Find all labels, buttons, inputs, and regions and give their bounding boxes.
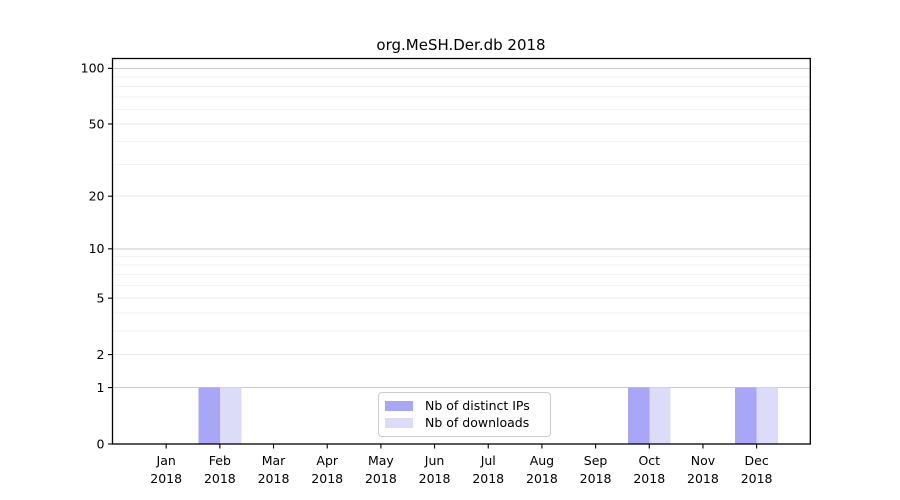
- x-tick-label-year-oct: 2018: [633, 471, 665, 486]
- plot-frame: [111, 57, 811, 445]
- y-tick-label-10: 10: [89, 241, 105, 256]
- x-tick-label-month-jul: Jul: [480, 453, 496, 468]
- legend-item-distinct-ips: Nb of distinct IPs: [385, 398, 541, 413]
- y-tick-label-2: 2: [97, 347, 105, 362]
- x-tick-label-year-nov: 2018: [687, 471, 719, 486]
- y-tick-label-1: 1: [97, 380, 105, 395]
- x-tick-label-month-mar: Mar: [262, 453, 286, 468]
- x-tick-label-month-apr: Apr: [316, 453, 338, 468]
- bar-oct-downloads: [649, 387, 671, 444]
- bar-dec-downloads: [756, 387, 779, 444]
- legend-swatch-downloads-icon: [385, 417, 413, 428]
- legend-item-downloads: Nb of downloads: [385, 414, 541, 430]
- x-tick-label-month-dec: Dec: [745, 453, 769, 468]
- x-tick-label-month-sep: Sep: [584, 453, 608, 468]
- legend-label-downloads: Nb of downloads: [425, 414, 530, 430]
- chart-title: org.MeSH.Der.db 2018: [376, 36, 546, 54]
- x-tick-label-month-oct: Oct: [638, 453, 660, 468]
- bar-feb-downloads: [219, 387, 242, 444]
- bar-feb-distinct-ips: [198, 387, 220, 444]
- x-tick-label-year-aug: 2018: [526, 471, 558, 486]
- x-tick-label-year-jan: 2018: [150, 471, 182, 486]
- x-tick-label-month-jan: Jan: [156, 453, 176, 468]
- y-tick-label-5: 5: [97, 290, 105, 305]
- x-tick-label-month-nov: Nov: [691, 453, 716, 468]
- x-tick-label-year-feb: 2018: [204, 471, 236, 486]
- bar-oct-distinct-ips: [627, 387, 650, 444]
- x-tick-label-year-mar: 2018: [258, 471, 290, 486]
- bar-dec-distinct-ips: [735, 387, 757, 444]
- y-tick-label-20: 20: [89, 188, 105, 203]
- x-tick-label-month-aug: Aug: [530, 453, 554, 468]
- x-tick-label-year-apr: 2018: [311, 471, 343, 486]
- x-tick-label-month-feb: Feb: [209, 453, 231, 468]
- x-tick-label-year-dec: 2018: [741, 471, 773, 486]
- x-tick-label-year-sep: 2018: [580, 471, 612, 486]
- legend-label-distinct-ips: Nb of distinct IPs: [425, 398, 530, 413]
- legend: Nb of distinct IPs Nb of downloads: [378, 392, 551, 437]
- x-tick-label-year-jul: 2018: [472, 471, 504, 486]
- x-tick-label-year-jun: 2018: [419, 471, 451, 486]
- legend-swatch-distinct-ips-icon: [385, 401, 413, 412]
- x-tick-label-month-jun: Jun: [424, 453, 445, 468]
- y-tick-label-50: 50: [89, 116, 105, 131]
- x-tick-label-month-may: May: [368, 453, 394, 468]
- y-tick-label-0: 0: [97, 436, 105, 451]
- x-tick-label-year-may: 2018: [365, 471, 397, 486]
- y-tick-label-100: 100: [81, 61, 105, 76]
